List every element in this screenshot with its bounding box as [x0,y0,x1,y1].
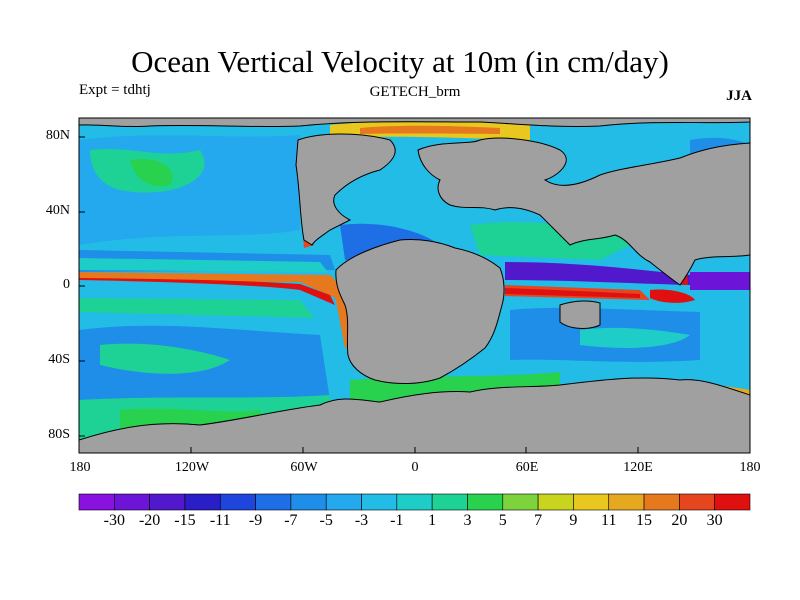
lon-tick-180w: 180 [69,460,91,475]
season-label: JJA [726,88,752,104]
lon-tick-120w: 120W [174,460,210,475]
colorbar-label: 3 [463,512,472,529]
colorbar-swatch [78,493,115,511]
colorbar-swatch [396,493,433,511]
colorbar-label: 30 [706,512,723,529]
lon-tick-180e: 180 [739,460,761,475]
colorbar-label: -15 [174,512,196,529]
colorbar-swatch [573,493,610,511]
colorbar-swatch [608,493,645,511]
colorbar-label: 7 [534,512,543,529]
colorbar-swatch [149,493,186,511]
velocity-field [79,118,750,453]
colorbar-swatch [255,493,292,511]
colorbar-swatch [431,493,468,511]
colorbar-swatch [643,493,680,511]
north-america-land [295,133,396,246]
colorbar-swatch [679,493,715,511]
colorbar-swatch [714,493,751,511]
colorbar-label: -11 [209,512,231,529]
colorbar-label: 11 [601,512,617,529]
colorbar-swatch [290,493,327,511]
colorbar-swatch [361,493,398,511]
lat-tick-80s: 80S [48,427,70,442]
lon-tick-60e: 60E [515,460,539,475]
lat-tick-40n: 40N [45,203,70,218]
colorbar-swatch [114,493,150,511]
chart-title: Ocean Vertical Velocity at 10m (in cm/da… [131,44,669,79]
colorbar-label: 1 [428,512,437,529]
antarctica-land [79,377,750,453]
colorbar-swatch [325,493,362,511]
colorbar-label: 20 [671,512,688,529]
colorbar-label: -9 [248,512,263,529]
colorbar-label: -7 [284,512,298,529]
lat-tick-40s: 40S [48,352,70,367]
colorbar-swatch [502,493,539,511]
colorbar-label: 5 [498,512,507,529]
colorbar [78,493,751,511]
tick-marks [78,136,751,453]
lat-tick-80n: 80N [45,128,70,143]
dataset-label: GETECH_brm [369,84,461,100]
colorbar-swatch [537,493,574,511]
colorbar-swatch [219,493,256,511]
colorbar-swatch [467,493,504,511]
arctic-land [79,118,750,128]
south-america-africa-land [335,239,505,385]
lon-tick-0: 0 [411,460,419,475]
lon-tick-60w: 60W [290,460,318,475]
lon-tick-120e: 120E [623,460,653,475]
europe-asia-land [417,137,750,286]
colorbar-label: 15 [636,512,653,529]
colorbar-label: 9 [569,512,578,529]
colorbar-label: -1 [390,512,404,529]
colorbar-label: -5 [319,512,333,529]
colorbar-swatch [184,493,221,511]
colorbar-label: -3 [354,512,369,529]
experiment-label: Expt = tdhtj [79,82,151,98]
lat-tick-0: 0 [63,277,70,292]
australia-land [559,300,601,329]
colorbar-label: -30 [103,512,125,529]
colorbar-label: -20 [138,512,161,529]
